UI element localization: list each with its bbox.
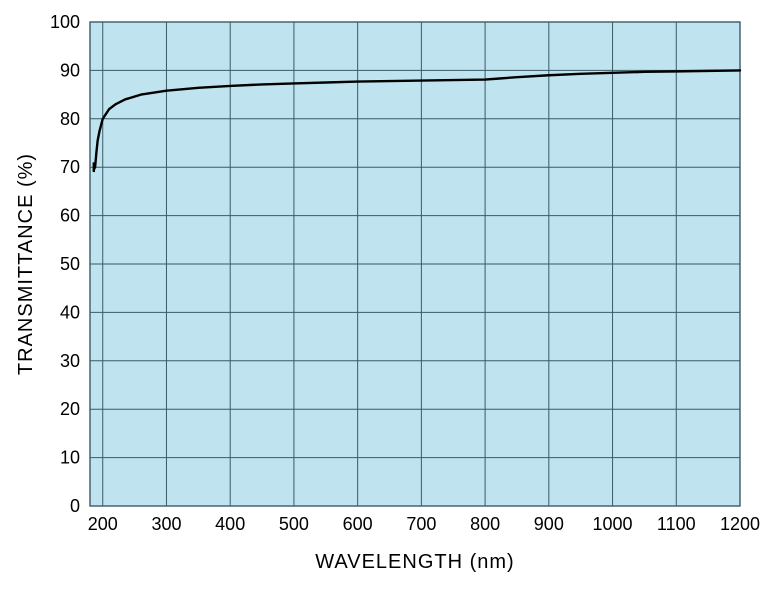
x-tick-label: 1100 <box>657 514 696 534</box>
x-tick-label: 700 <box>406 514 436 534</box>
y-tick-label: 100 <box>50 12 80 32</box>
y-tick-label: 0 <box>70 496 80 516</box>
x-tick-label: 800 <box>470 514 500 534</box>
x-tick-label: 400 <box>215 514 245 534</box>
y-tick-label: 80 <box>60 109 80 129</box>
y-tick-label: 30 <box>60 351 80 371</box>
x-tick-label: 300 <box>151 514 181 534</box>
x-tick-label: 900 <box>534 514 564 534</box>
x-tick-label: 600 <box>343 514 373 534</box>
y-tick-label: 70 <box>60 157 80 177</box>
y-tick-label: 50 <box>60 254 80 274</box>
y-tick-label: 40 <box>60 302 80 322</box>
y-tick-label: 20 <box>60 399 80 419</box>
transmittance-chart: 200 300 400 500 600 700 800 900 1000 1100 1200 0 10 2… <box>0 0 768 597</box>
x-axis-label: WAVELENGTH (nm) <box>315 551 514 573</box>
x-tick-label: 200 <box>88 514 118 534</box>
y-tick-label: 60 <box>60 206 80 226</box>
x-tick-label: 500 <box>279 514 309 534</box>
y-tick-label: 90 <box>60 60 80 80</box>
y-tick-label: 10 <box>60 448 80 468</box>
x-tick-label: 1200 <box>720 514 760 534</box>
chart-svg: 200 300 400 500 600 700 800 900 1000 1100 1200 0 10 2… <box>0 0 768 597</box>
x-tick-label: 1000 <box>593 514 633 534</box>
y-axis-label: TRANSMITTANCE (%) <box>15 153 37 375</box>
